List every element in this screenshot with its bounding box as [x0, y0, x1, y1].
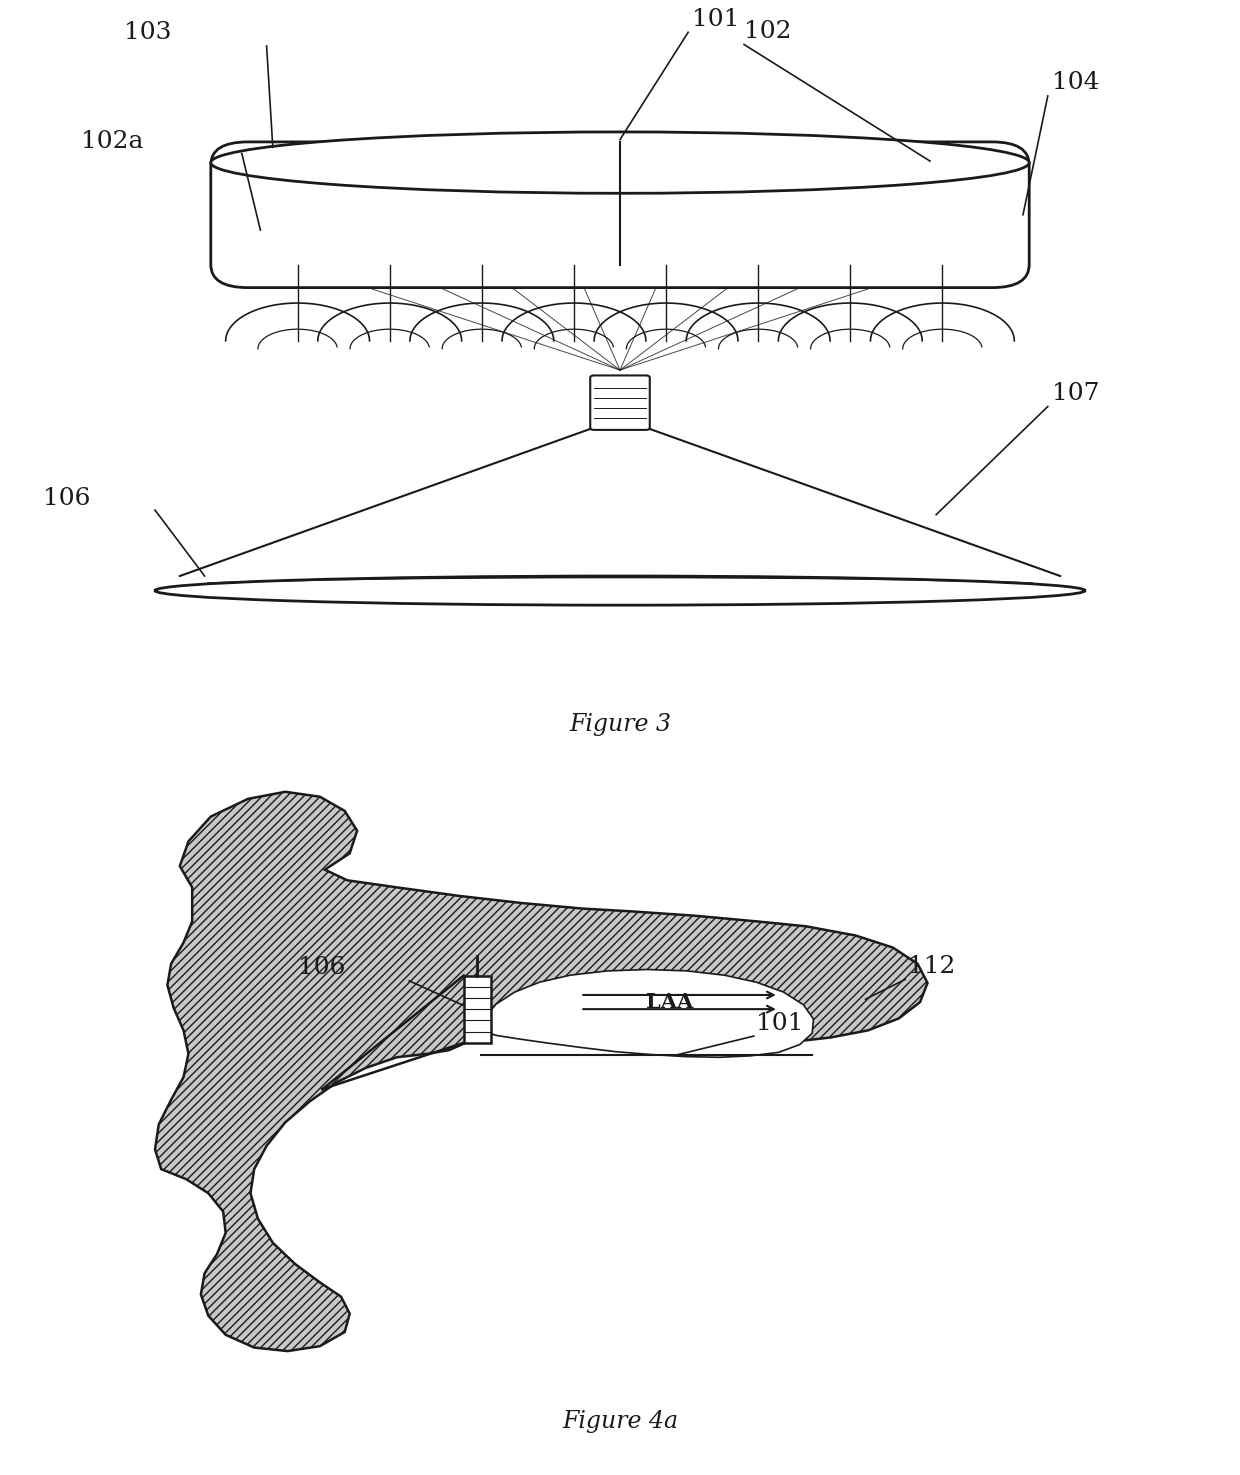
- Text: 101: 101: [756, 1012, 804, 1034]
- Text: Figure 4a: Figure 4a: [562, 1410, 678, 1432]
- FancyBboxPatch shape: [590, 376, 650, 429]
- Text: 101: 101: [692, 7, 739, 31]
- Ellipse shape: [155, 577, 1085, 605]
- Bar: [464, 975, 491, 1043]
- Text: 107: 107: [1052, 382, 1099, 406]
- Text: 106: 106: [43, 487, 91, 510]
- Text: 106: 106: [298, 956, 345, 979]
- Polygon shape: [481, 969, 813, 1058]
- Text: 104: 104: [1052, 71, 1099, 94]
- Text: 112: 112: [908, 954, 955, 978]
- Polygon shape: [155, 792, 928, 1351]
- Ellipse shape: [211, 131, 1029, 193]
- Text: 102: 102: [744, 21, 791, 43]
- Text: 102a: 102a: [81, 130, 143, 153]
- Text: Figure 3: Figure 3: [569, 714, 671, 736]
- FancyBboxPatch shape: [211, 142, 1029, 288]
- Text: 103: 103: [124, 22, 171, 44]
- Text: LAA: LAA: [646, 993, 693, 1012]
